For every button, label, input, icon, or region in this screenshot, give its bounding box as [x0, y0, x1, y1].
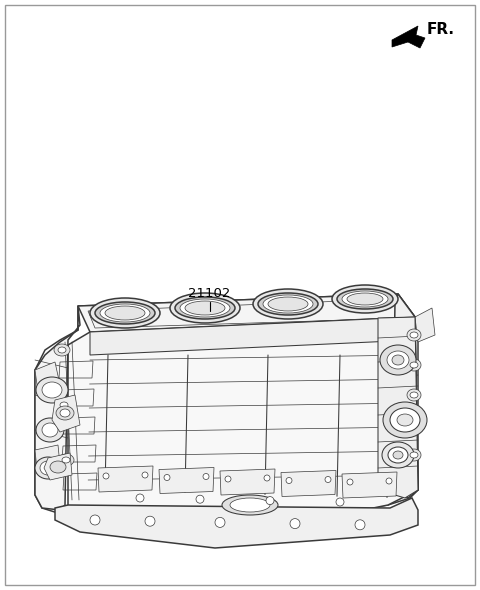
Ellipse shape	[410, 392, 418, 398]
Polygon shape	[281, 470, 336, 497]
Polygon shape	[78, 294, 415, 332]
Polygon shape	[35, 294, 418, 540]
Polygon shape	[378, 317, 418, 498]
Ellipse shape	[136, 494, 144, 502]
Text: 21102: 21102	[188, 287, 230, 300]
Polygon shape	[90, 317, 415, 355]
Ellipse shape	[325, 477, 331, 483]
Ellipse shape	[222, 495, 278, 515]
Ellipse shape	[180, 299, 230, 317]
Ellipse shape	[258, 293, 318, 315]
Polygon shape	[392, 294, 418, 498]
Ellipse shape	[103, 473, 109, 479]
Ellipse shape	[268, 297, 308, 311]
Ellipse shape	[100, 304, 150, 322]
Ellipse shape	[95, 302, 155, 324]
Ellipse shape	[266, 497, 274, 504]
Polygon shape	[44, 453, 72, 480]
Ellipse shape	[253, 289, 323, 319]
Ellipse shape	[40, 461, 56, 475]
Ellipse shape	[36, 377, 68, 403]
Ellipse shape	[383, 402, 427, 438]
Polygon shape	[415, 308, 435, 342]
Ellipse shape	[286, 477, 292, 483]
Polygon shape	[68, 317, 418, 540]
Polygon shape	[220, 469, 275, 495]
Ellipse shape	[225, 476, 231, 482]
Polygon shape	[342, 472, 397, 498]
Ellipse shape	[54, 344, 70, 356]
Ellipse shape	[215, 517, 225, 527]
Ellipse shape	[263, 295, 313, 313]
Ellipse shape	[90, 298, 160, 328]
Ellipse shape	[290, 519, 300, 529]
Ellipse shape	[407, 329, 421, 341]
Ellipse shape	[264, 475, 270, 481]
Ellipse shape	[410, 452, 418, 458]
Ellipse shape	[145, 516, 155, 526]
Ellipse shape	[342, 291, 388, 307]
Ellipse shape	[142, 472, 148, 478]
Ellipse shape	[388, 447, 408, 463]
Polygon shape	[159, 467, 214, 493]
Ellipse shape	[36, 418, 64, 442]
Ellipse shape	[337, 289, 393, 309]
Polygon shape	[35, 306, 80, 510]
Ellipse shape	[170, 293, 240, 323]
Ellipse shape	[392, 355, 404, 365]
Ellipse shape	[386, 478, 392, 484]
Ellipse shape	[407, 449, 421, 461]
Ellipse shape	[407, 389, 421, 401]
Polygon shape	[392, 26, 425, 48]
Ellipse shape	[58, 347, 66, 353]
Ellipse shape	[410, 332, 418, 338]
Polygon shape	[52, 395, 80, 432]
Ellipse shape	[56, 406, 74, 420]
Ellipse shape	[387, 351, 409, 369]
Ellipse shape	[35, 457, 61, 479]
Ellipse shape	[90, 515, 100, 525]
Ellipse shape	[62, 457, 70, 463]
Ellipse shape	[42, 423, 58, 437]
Polygon shape	[35, 362, 60, 392]
Ellipse shape	[382, 442, 414, 468]
Ellipse shape	[185, 301, 225, 315]
Ellipse shape	[393, 451, 403, 459]
Ellipse shape	[355, 520, 365, 530]
Ellipse shape	[230, 498, 270, 512]
Ellipse shape	[58, 454, 74, 466]
Ellipse shape	[410, 362, 418, 368]
Ellipse shape	[397, 414, 413, 426]
Ellipse shape	[42, 382, 62, 398]
Ellipse shape	[347, 479, 353, 485]
Ellipse shape	[407, 359, 421, 371]
Ellipse shape	[332, 285, 398, 313]
Ellipse shape	[164, 474, 170, 480]
Ellipse shape	[56, 399, 72, 411]
Ellipse shape	[60, 402, 68, 408]
Ellipse shape	[390, 408, 420, 432]
Text: FR.: FR.	[427, 22, 455, 37]
Ellipse shape	[203, 474, 209, 480]
Ellipse shape	[60, 409, 70, 417]
Ellipse shape	[347, 293, 383, 305]
Ellipse shape	[175, 297, 235, 319]
Ellipse shape	[380, 345, 416, 375]
Ellipse shape	[336, 498, 344, 506]
Polygon shape	[35, 445, 60, 470]
Polygon shape	[98, 466, 153, 492]
Polygon shape	[55, 498, 418, 548]
Ellipse shape	[105, 306, 145, 320]
Ellipse shape	[50, 461, 66, 473]
Ellipse shape	[196, 495, 204, 503]
